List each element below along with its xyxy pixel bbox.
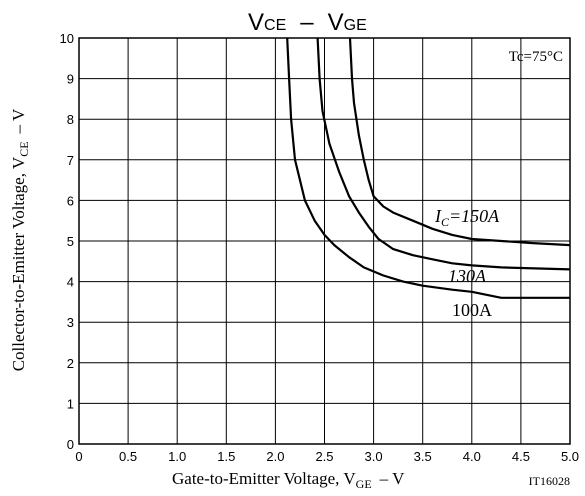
- x-tick-label: 0.5: [119, 449, 137, 464]
- y-tick-label: 1: [67, 396, 74, 411]
- y-tick-label: 2: [67, 356, 74, 371]
- x-tick-label: 4.0: [463, 449, 481, 464]
- x-tick-label: 5.0: [561, 449, 579, 464]
- chart-title: VCE – VGE: [248, 9, 367, 36]
- series-line-ic-150a: [348, 37, 571, 247]
- x-tick-label: 2.5: [315, 449, 333, 464]
- x-axis-label: Gate-to-Emitter Voltage, VGE – V: [172, 469, 405, 491]
- x-tick-label: 3.0: [365, 449, 383, 464]
- series-label-130a: 130A: [448, 266, 487, 286]
- data-curves: [286, 37, 571, 299]
- y-tick-label: 6: [67, 193, 74, 208]
- series-label-150a: IC=150A: [434, 206, 500, 229]
- y-axis-label: Collector-to-Emitter Voltage, VCE– V: [9, 108, 31, 371]
- plot-frame: [78, 37, 571, 445]
- series-line-130a: [316, 37, 571, 271]
- tick-labels: 0 0.5 1.0 1.5 2.0 2.5 3.0 3.5 4.0 4.5 5.0 0 1 2 3 4 5 6 7 8…: [60, 31, 580, 464]
- x-tick-label: 3.5: [414, 449, 432, 464]
- x-tick-label: 0: [75, 449, 82, 464]
- series-line-100a: [286, 37, 570, 299]
- x-tick-label: 1.5: [217, 449, 235, 464]
- y-tick-label: 10: [60, 31, 74, 46]
- y-tick-label: 9: [67, 72, 74, 87]
- y-tick-label: 7: [67, 153, 74, 168]
- x-tick-label: 1.0: [168, 449, 186, 464]
- y-tick-label: 4: [67, 275, 74, 290]
- y-tick-label: 0: [67, 437, 74, 452]
- figure-code: IT16028: [529, 474, 570, 488]
- y-tick-label: 3: [67, 315, 74, 330]
- condition-label: Tc=75°C: [509, 49, 563, 65]
- y-tick-label: 8: [67, 112, 74, 127]
- series-label-100a: 100A: [452, 300, 492, 320]
- y-tick-label: 5: [67, 234, 74, 249]
- x-tick-label: 2.0: [266, 449, 284, 464]
- x-tick-label: 4.5: [512, 449, 530, 464]
